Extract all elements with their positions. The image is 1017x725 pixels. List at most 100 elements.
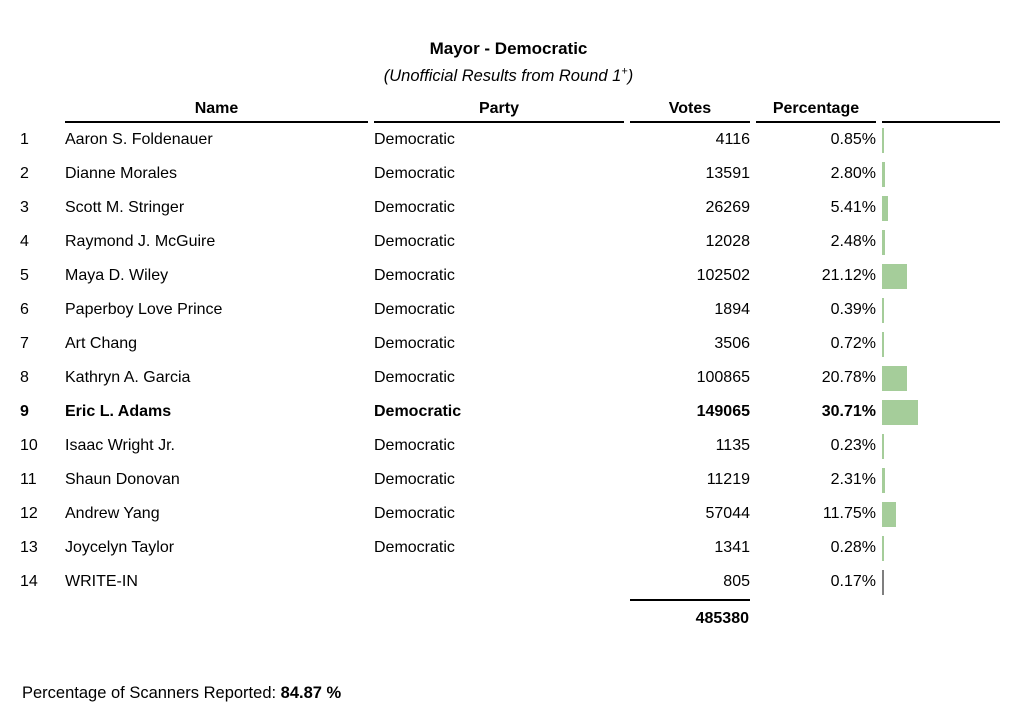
votes-cell: 11219 [706, 471, 750, 488]
vote-share-bar [882, 127, 884, 153]
rank-cell: 8 [20, 369, 29, 386]
bar-cell [882, 429, 1000, 463]
table-row: 8 Kathryn A. Garcia Democratic 100865 20.78% [20, 361, 1000, 395]
candidate-name: Isaac Wright Jr. [65, 437, 175, 454]
table-row: 11 Shaun Donovan Democratic 11219 2.31% [20, 463, 1000, 497]
total-row: 485380 [20, 599, 1000, 636]
rank-cell: 3 [20, 199, 29, 216]
percentage-cell: 11.75% [822, 505, 876, 522]
candidate-name: Kathryn A. Garcia [65, 369, 191, 386]
percentage-cell: 0.23% [830, 437, 876, 454]
bar-cell [882, 327, 1000, 361]
candidate-name: Eric L. Adams [65, 403, 172, 420]
percentage-cell: 0.17% [830, 573, 876, 590]
party-cell: Democratic [374, 505, 455, 522]
scanners-reported-value: 84.87 % [280, 684, 342, 702]
bar-cell [882, 293, 1000, 327]
votes-cell: 805 [723, 573, 750, 590]
candidate-name: Andrew Yang [65, 505, 160, 522]
header-rank [20, 94, 59, 123]
candidate-name: Paperboy Love Prince [65, 301, 223, 318]
page-subtitle: (Unofficial Results from Round 1+) [0, 66, 1017, 86]
table-row: 6 Paperboy Love Prince Democratic 1894 0.39% [20, 293, 1000, 327]
vote-share-bar [882, 399, 918, 425]
total-votes: 485380 [630, 599, 750, 636]
bar-cell [882, 463, 1000, 497]
results-table: Name Party Votes Percentage 1 Aaron S. Fo… [14, 94, 1006, 636]
table-row: 13 Joycelyn Taylor Democratic 1341 0.28% [20, 531, 1000, 565]
candidate-name: Raymond J. McGuire [65, 233, 216, 250]
votes-cell: 3506 [714, 335, 750, 352]
vote-share-bar [882, 331, 884, 357]
party-cell: Democratic [374, 335, 455, 352]
candidate-name: Art Chang [65, 335, 138, 352]
vote-share-bar [882, 263, 907, 289]
votes-cell: 12028 [705, 233, 751, 250]
table-row: 7 Art Chang Democratic 3506 0.72% [20, 327, 1000, 361]
vote-share-bar [882, 229, 885, 255]
table-row: 10 Isaac Wright Jr. Democratic 1135 0.23% [20, 429, 1000, 463]
candidate-name: Scott M. Stringer [65, 199, 185, 216]
rank-cell: 12 [20, 505, 38, 522]
bar-cell [882, 123, 1000, 157]
rank-cell: 9 [20, 403, 29, 420]
subtitle-prefix: (Unofficial Results from Round 1 [383, 67, 622, 85]
candidate-name: Aaron S. Foldenauer [65, 131, 213, 148]
votes-cell: 26269 [705, 199, 751, 216]
party-cell: Democratic [374, 369, 455, 386]
vote-share-bar [882, 195, 888, 221]
votes-cell: 57044 [705, 505, 751, 522]
rank-cell: 4 [20, 233, 29, 250]
table-row: 4 Raymond J. McGuire Democratic 12028 2.48% [20, 225, 1000, 259]
party-cell: Democratic [374, 267, 455, 284]
table-row: 14 WRITE-IN 805 0.17% [20, 565, 1000, 599]
votes-cell: 100865 [696, 369, 750, 386]
candidate-name: Joycelyn Taylor [65, 539, 175, 556]
party-cell: Democratic [374, 165, 455, 182]
table-row: 1 Aaron S. Foldenauer Democratic 4116 0.85% [20, 123, 1000, 157]
percentage-cell: 20.78% [821, 369, 876, 386]
table-row: 9 Eric L. Adams Democratic 149065 30.71% [20, 395, 1000, 429]
rank-cell: 13 [20, 539, 38, 556]
bar-cell [882, 497, 1000, 531]
votes-cell: 149065 [696, 403, 750, 420]
table-row: 5 Maya D. Wiley Democratic 102502 21.12% [20, 259, 1000, 293]
header-row: Name Party Votes Percentage [20, 94, 1000, 123]
bar-cell [882, 531, 1000, 565]
votes-cell: 1341 [714, 539, 750, 556]
bar-cell [882, 259, 1000, 293]
header-party: Party [374, 94, 624, 123]
votes-cell: 4116 [715, 131, 750, 148]
header-bar-column [882, 94, 1000, 123]
bar-cell [882, 157, 1000, 191]
party-cell: Democratic [374, 131, 455, 148]
scanners-reported-label: Percentage of Scanners Reported: [22, 684, 281, 702]
candidate-name: Maya D. Wiley [65, 267, 169, 284]
rank-cell: 6 [20, 301, 29, 318]
rank-cell: 1 [20, 131, 29, 148]
page-title: Mayor - Democratic [429, 39, 588, 58]
vote-share-bar [882, 433, 884, 459]
rank-cell: 10 [20, 437, 38, 454]
votes-cell: 13591 [705, 165, 751, 182]
table-row: 2 Dianne Morales Democratic 13591 2.80% [20, 157, 1000, 191]
table-row: 12 Andrew Yang Democratic 57044 11.75% [20, 497, 1000, 531]
percentage-cell: 21.12% [821, 267, 876, 284]
votes-cell: 1894 [714, 301, 750, 318]
party-cell: Democratic [374, 403, 462, 420]
bar-cell [882, 361, 1000, 395]
rank-cell: 5 [20, 267, 29, 284]
candidate-name: Shaun Donovan [65, 471, 180, 488]
candidate-name: Dianne Morales [65, 165, 178, 182]
rank-cell: 2 [20, 165, 29, 182]
percentage-cell: 0.72% [830, 335, 876, 352]
rank-cell: 11 [20, 471, 37, 488]
party-cell: Democratic [374, 233, 455, 250]
percentage-cell: 0.39% [830, 301, 876, 318]
subtitle-superscript: + [621, 65, 628, 78]
header-name: Name [65, 94, 368, 123]
percentage-cell: 2.31% [830, 471, 876, 488]
rank-cell: 14 [20, 573, 38, 590]
candidate-name: WRITE-IN [65, 573, 138, 590]
percentage-cell: 0.85% [830, 131, 876, 148]
